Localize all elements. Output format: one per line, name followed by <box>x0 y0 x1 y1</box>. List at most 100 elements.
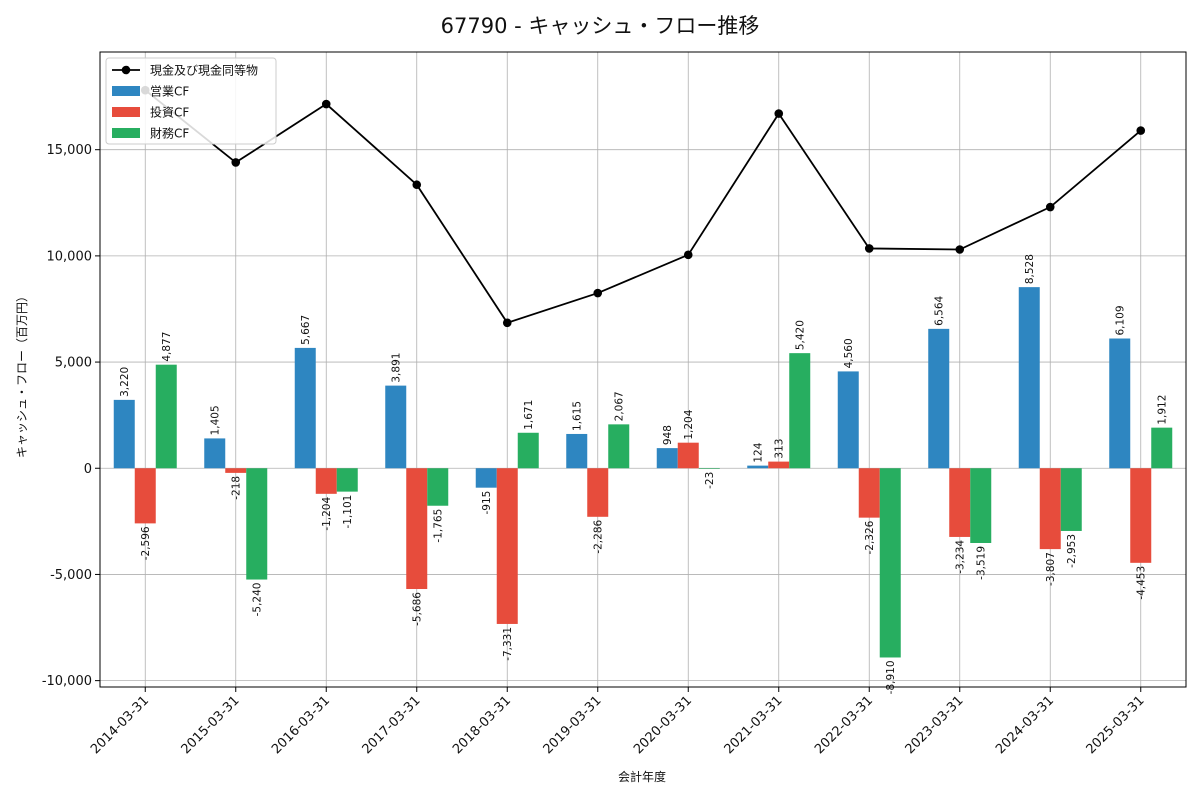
legend-label: 現金及び現金同等物 <box>150 63 258 78</box>
data-label: 1,615 <box>572 401 584 431</box>
y-axis: -10,000 -5,000 0 5,000 10,000 15,000 <box>42 143 100 689</box>
data-label: -2,326 <box>864 520 876 554</box>
y-tick-label: 5,000 <box>55 356 92 371</box>
data-label: 5,667 <box>300 315 312 345</box>
data-label: -915 <box>481 491 493 515</box>
data-label: -3,807 <box>1045 552 1057 586</box>
legend-swatch-投資CF <box>112 107 140 117</box>
bar-営業CF <box>566 433 588 469</box>
x-tick-label: 2015-03-31 <box>179 693 243 757</box>
bar-投資CF <box>1039 468 1061 550</box>
data-label: -1,204 <box>321 497 333 531</box>
data-label: 8,528 <box>1024 254 1036 284</box>
data-label: 3,220 <box>119 367 131 397</box>
bar-営業CF <box>1109 338 1131 469</box>
bar-投資CF <box>858 468 880 518</box>
data-label: -3,234 <box>955 540 967 574</box>
cash-point <box>412 180 422 190</box>
y-axis-label: キャッシュ・フロー（百万円） <box>15 290 29 458</box>
bar-投資CF <box>768 461 790 469</box>
bar-営業CF <box>204 438 226 469</box>
x-tick-label: 2022-03-31 <box>812 693 876 757</box>
x-axis-label: 会計年度 <box>618 769 666 784</box>
y-tick-label: 10,000 <box>47 249 93 264</box>
data-label: -1,101 <box>342 495 354 529</box>
x-tick-label: 2023-03-31 <box>903 693 967 757</box>
cash-point <box>774 109 784 118</box>
data-label: 6,109 <box>1115 305 1127 335</box>
data-label: 2,067 <box>614 391 626 421</box>
data-label: 4,877 <box>161 332 173 362</box>
bar-投資CF <box>315 468 337 494</box>
data-label: -4,453 <box>1136 566 1148 600</box>
cash-point <box>321 99 331 109</box>
x-tick-label: 2021-03-31 <box>722 693 786 757</box>
data-label: 1,912 <box>1157 395 1169 425</box>
data-label: -8,910 <box>885 660 897 694</box>
data-label: -2,286 <box>593 519 605 553</box>
data-labels: 3,220 1,405 5,667 3,891 -915 1,615 948 124 4,560… <box>119 254 1169 694</box>
bar-営業CF <box>928 328 950 469</box>
data-label: -218 <box>231 476 243 500</box>
x-tick-label: 2014-03-31 <box>88 693 152 757</box>
chart-title: 67790 - キャッシュ・フロー推移 <box>441 14 760 38</box>
bar-営業CF <box>656 448 678 469</box>
cash-point <box>231 158 241 167</box>
bar-財務CF <box>698 468 720 469</box>
data-label: -23 <box>704 472 716 489</box>
bar-財務CF <box>155 364 177 469</box>
cash-point <box>1136 126 1146 135</box>
legend-line-marker <box>121 65 131 75</box>
bar-投資CF <box>949 468 971 537</box>
cash-point <box>955 245 965 254</box>
data-label: 6,564 <box>934 295 946 325</box>
bar-営業CF <box>475 468 497 488</box>
x-axis: 2014-03-31 2015-03-31 2016-03-31 2017-03-31… <box>88 687 1148 757</box>
bar-投資CF <box>406 468 428 590</box>
bar-財務CF <box>336 468 358 492</box>
bar-投資CF <box>134 468 156 524</box>
y-tick-label: -10,000 <box>42 674 92 689</box>
data-label: 1,405 <box>210 405 222 435</box>
bar-財務CF <box>517 432 539 469</box>
grid-lines <box>100 52 1186 687</box>
data-label: -2,953 <box>1066 534 1078 568</box>
y-tick-label: -5,000 <box>50 568 92 583</box>
plot-area-frame <box>99 51 1187 688</box>
legend-label: 営業CF <box>150 85 189 99</box>
legend-swatch-営業CF <box>112 86 140 96</box>
bar-財務CF <box>427 468 449 506</box>
y-tick-label: 0 <box>84 462 92 477</box>
bar-投資CF <box>496 468 518 624</box>
data-label: 313 <box>774 439 786 459</box>
bar-財務CF <box>246 468 268 580</box>
bar-series <box>113 287 1173 658</box>
data-label: 124 <box>753 442 765 462</box>
cash-point <box>502 318 512 328</box>
bar-財務CF <box>1151 427 1173 469</box>
bar-営業CF <box>294 347 316 469</box>
cash-line-series <box>140 85 1146 328</box>
bar-投資CF <box>587 468 609 517</box>
bar-財務CF <box>1060 468 1082 531</box>
data-label: -1,765 <box>433 509 445 543</box>
x-tick-label: 2025-03-31 <box>1084 693 1148 757</box>
data-label: -3,519 <box>976 546 988 580</box>
x-tick-label: 2017-03-31 <box>360 693 424 757</box>
legend-label: 投資CF <box>150 105 189 120</box>
data-label: -5,686 <box>412 592 424 626</box>
bar-投資CF <box>1130 468 1152 563</box>
cash-point <box>1045 202 1055 212</box>
y-tick-label: 15,000 <box>47 143 93 158</box>
bar-営業CF <box>747 465 769 469</box>
bar-財務CF <box>789 353 811 469</box>
bar-営業CF <box>385 385 407 469</box>
bar-営業CF <box>837 371 859 469</box>
legend-swatch-財務CF <box>112 128 140 138</box>
bar-財務CF <box>970 468 992 543</box>
data-label: 3,891 <box>391 353 403 383</box>
bar-投資CF <box>225 468 247 473</box>
legend-box <box>105 57 277 145</box>
